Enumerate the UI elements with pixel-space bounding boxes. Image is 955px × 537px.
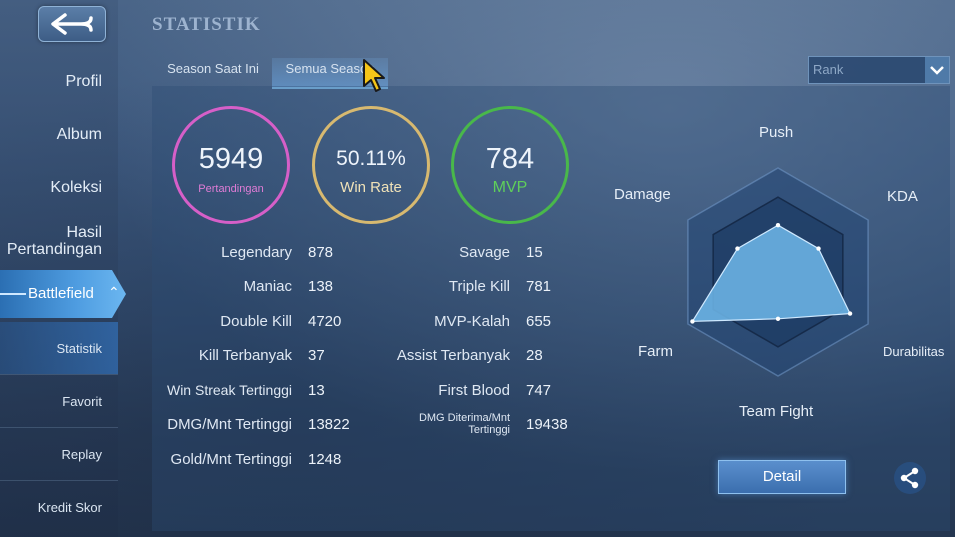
- page-title: STATISTIK: [152, 14, 261, 35]
- chevron-down-icon[interactable]: [925, 57, 949, 83]
- matches-value: 5949: [198, 143, 264, 175]
- sidebar-item-profil[interactable]: Profil: [65, 73, 102, 90]
- radar-point-push: [775, 223, 781, 228]
- chevron-up-icon: ⌃: [108, 284, 120, 300]
- radar-label-farm: Farm: [638, 343, 673, 360]
- share-button[interactable]: [894, 462, 926, 494]
- mvp-label: MVP: [492, 179, 528, 196]
- radar-label-durabilitas: Durabilitas: [883, 344, 945, 359]
- stat-value-legendary: 878: [308, 244, 334, 261]
- detail-button[interactable]: Detail: [718, 460, 846, 494]
- stat-value-double-kill: 4720: [308, 313, 342, 330]
- sidebar-subitem-label: Favorit: [62, 394, 102, 409]
- win-rate-label: Win Rate: [340, 179, 402, 196]
- radar-point-durabilitas: [847, 311, 853, 316]
- radar-point-farm: [690, 319, 695, 324]
- sidebar-subitem-label: Statistik: [56, 341, 102, 356]
- sidebar-subitem-favorit[interactable]: Favorit: [0, 375, 118, 427]
- stat-label-dmg-diterima: DMG Diterima/Mnt Tertinggi: [419, 412, 510, 436]
- stat-value-win-streak: 13: [308, 382, 325, 399]
- sidebar: Profil Album Koleksi Hasil Pertandingan: [0, 0, 118, 537]
- sidebar-subitem-kredit-skor[interactable]: Kredit Skor: [0, 481, 118, 533]
- stat-label-legendary: Legendary: [221, 244, 292, 261]
- stat-label-mvp-kalah: MVP-Kalah: [434, 313, 510, 330]
- radar-point-kda: [816, 246, 821, 251]
- stat-value-triple-kill: 781: [526, 278, 552, 295]
- radar-label-damage: Damage: [614, 186, 671, 203]
- radar-point-team-fight: [775, 316, 781, 321]
- stat-label-win-streak: Win Streak Tertinggi: [166, 382, 292, 398]
- mvp-value: 784: [485, 143, 535, 175]
- back-arrow-icon: [51, 13, 93, 35]
- stat-label-dmg-mnt: DMG/Mnt Tertinggi: [167, 416, 292, 433]
- radar-label-push: Push: [759, 124, 794, 141]
- stat-label-maniac: Maniac: [243, 278, 292, 295]
- stat-value-kill-terbanyak: 37: [308, 347, 325, 364]
- stat-value-assist-terbanyak: 28: [526, 347, 543, 364]
- share-icon: [900, 467, 919, 489]
- sidebar-subitem-statistik[interactable]: Statistik: [0, 322, 118, 374]
- stat-label-kill-terbanyak: Kill Terbanyak: [198, 347, 292, 364]
- stat-value-dmg-mnt: 13822: [308, 416, 350, 433]
- rank-dropdown[interactable]: Rank: [808, 56, 950, 84]
- radar-label-team-fight: Team Fight: [739, 403, 814, 420]
- stat-label-triple-kill: Triple Kill: [448, 278, 510, 295]
- win-rate-circle: 50.11% Win Rate: [312, 106, 430, 224]
- battlefield-label: Battlefield: [28, 285, 94, 302]
- sidebar-subitem-label: Replay: [61, 447, 102, 462]
- sidebar-item-battlefield[interactable]: Battlefield ⌃: [0, 270, 126, 318]
- sidebar-item-pertandingan[interactable]: Pertandingan: [6, 241, 102, 258]
- mvp-circle: 784 MVP: [451, 106, 569, 224]
- stat-label-first-blood: First Blood: [438, 382, 510, 399]
- matches-label: Pertandingan: [198, 183, 264, 195]
- tab-season-saat-ini[interactable]: Season Saat Ini: [167, 61, 259, 76]
- stat-value-savage: 15: [526, 244, 543, 261]
- divider: [0, 427, 118, 428]
- stat-label-dmg-diterima-line1: DMG Diterima/Mnt: [418, 412, 510, 424]
- stat-label-savage: Savage: [459, 244, 510, 261]
- radar-label-kda: KDA: [887, 188, 918, 205]
- divider: [0, 374, 118, 375]
- rank-dropdown-value: Rank: [813, 62, 844, 77]
- stat-label-dmg-diterima-line2: Tertinggi: [468, 424, 510, 436]
- matches-circle: 5949 Pertandingan: [172, 106, 290, 224]
- sidebar-subitem-label: Kredit Skor: [37, 500, 102, 515]
- sidebar-subitem-replay[interactable]: Replay: [0, 428, 118, 480]
- battlefield-decoration: [0, 293, 26, 295]
- stat-value-mvp-kalah: 655: [526, 313, 552, 330]
- stat-value-first-blood: 747: [526, 382, 552, 399]
- stat-label-gold-mnt: Gold/Mnt Tertinggi: [170, 451, 292, 468]
- stat-label-assist-terbanyak: Assist Terbanyak: [396, 347, 510, 364]
- sidebar-item-album[interactable]: Album: [56, 126, 102, 143]
- stat-value-gold-mnt: 1248: [308, 451, 342, 468]
- radar-point-damage: [735, 246, 740, 251]
- stat-value-dmg-diterima: 19438: [526, 416, 568, 433]
- sidebar-item-hasil-line1: Hasil: [66, 224, 102, 241]
- win-rate-value: 50.11%: [336, 147, 406, 170]
- sidebar-item-koleksi[interactable]: Koleksi: [50, 179, 102, 196]
- stat-label-double-kill: Double Kill: [220, 313, 292, 330]
- mouse-pointer-icon: [363, 59, 385, 92]
- back-button[interactable]: [38, 6, 106, 42]
- divider: [0, 480, 118, 481]
- sidebar-item-hasil[interactable]: Hasil: [66, 224, 102, 242]
- stat-value-maniac: 138: [308, 278, 334, 295]
